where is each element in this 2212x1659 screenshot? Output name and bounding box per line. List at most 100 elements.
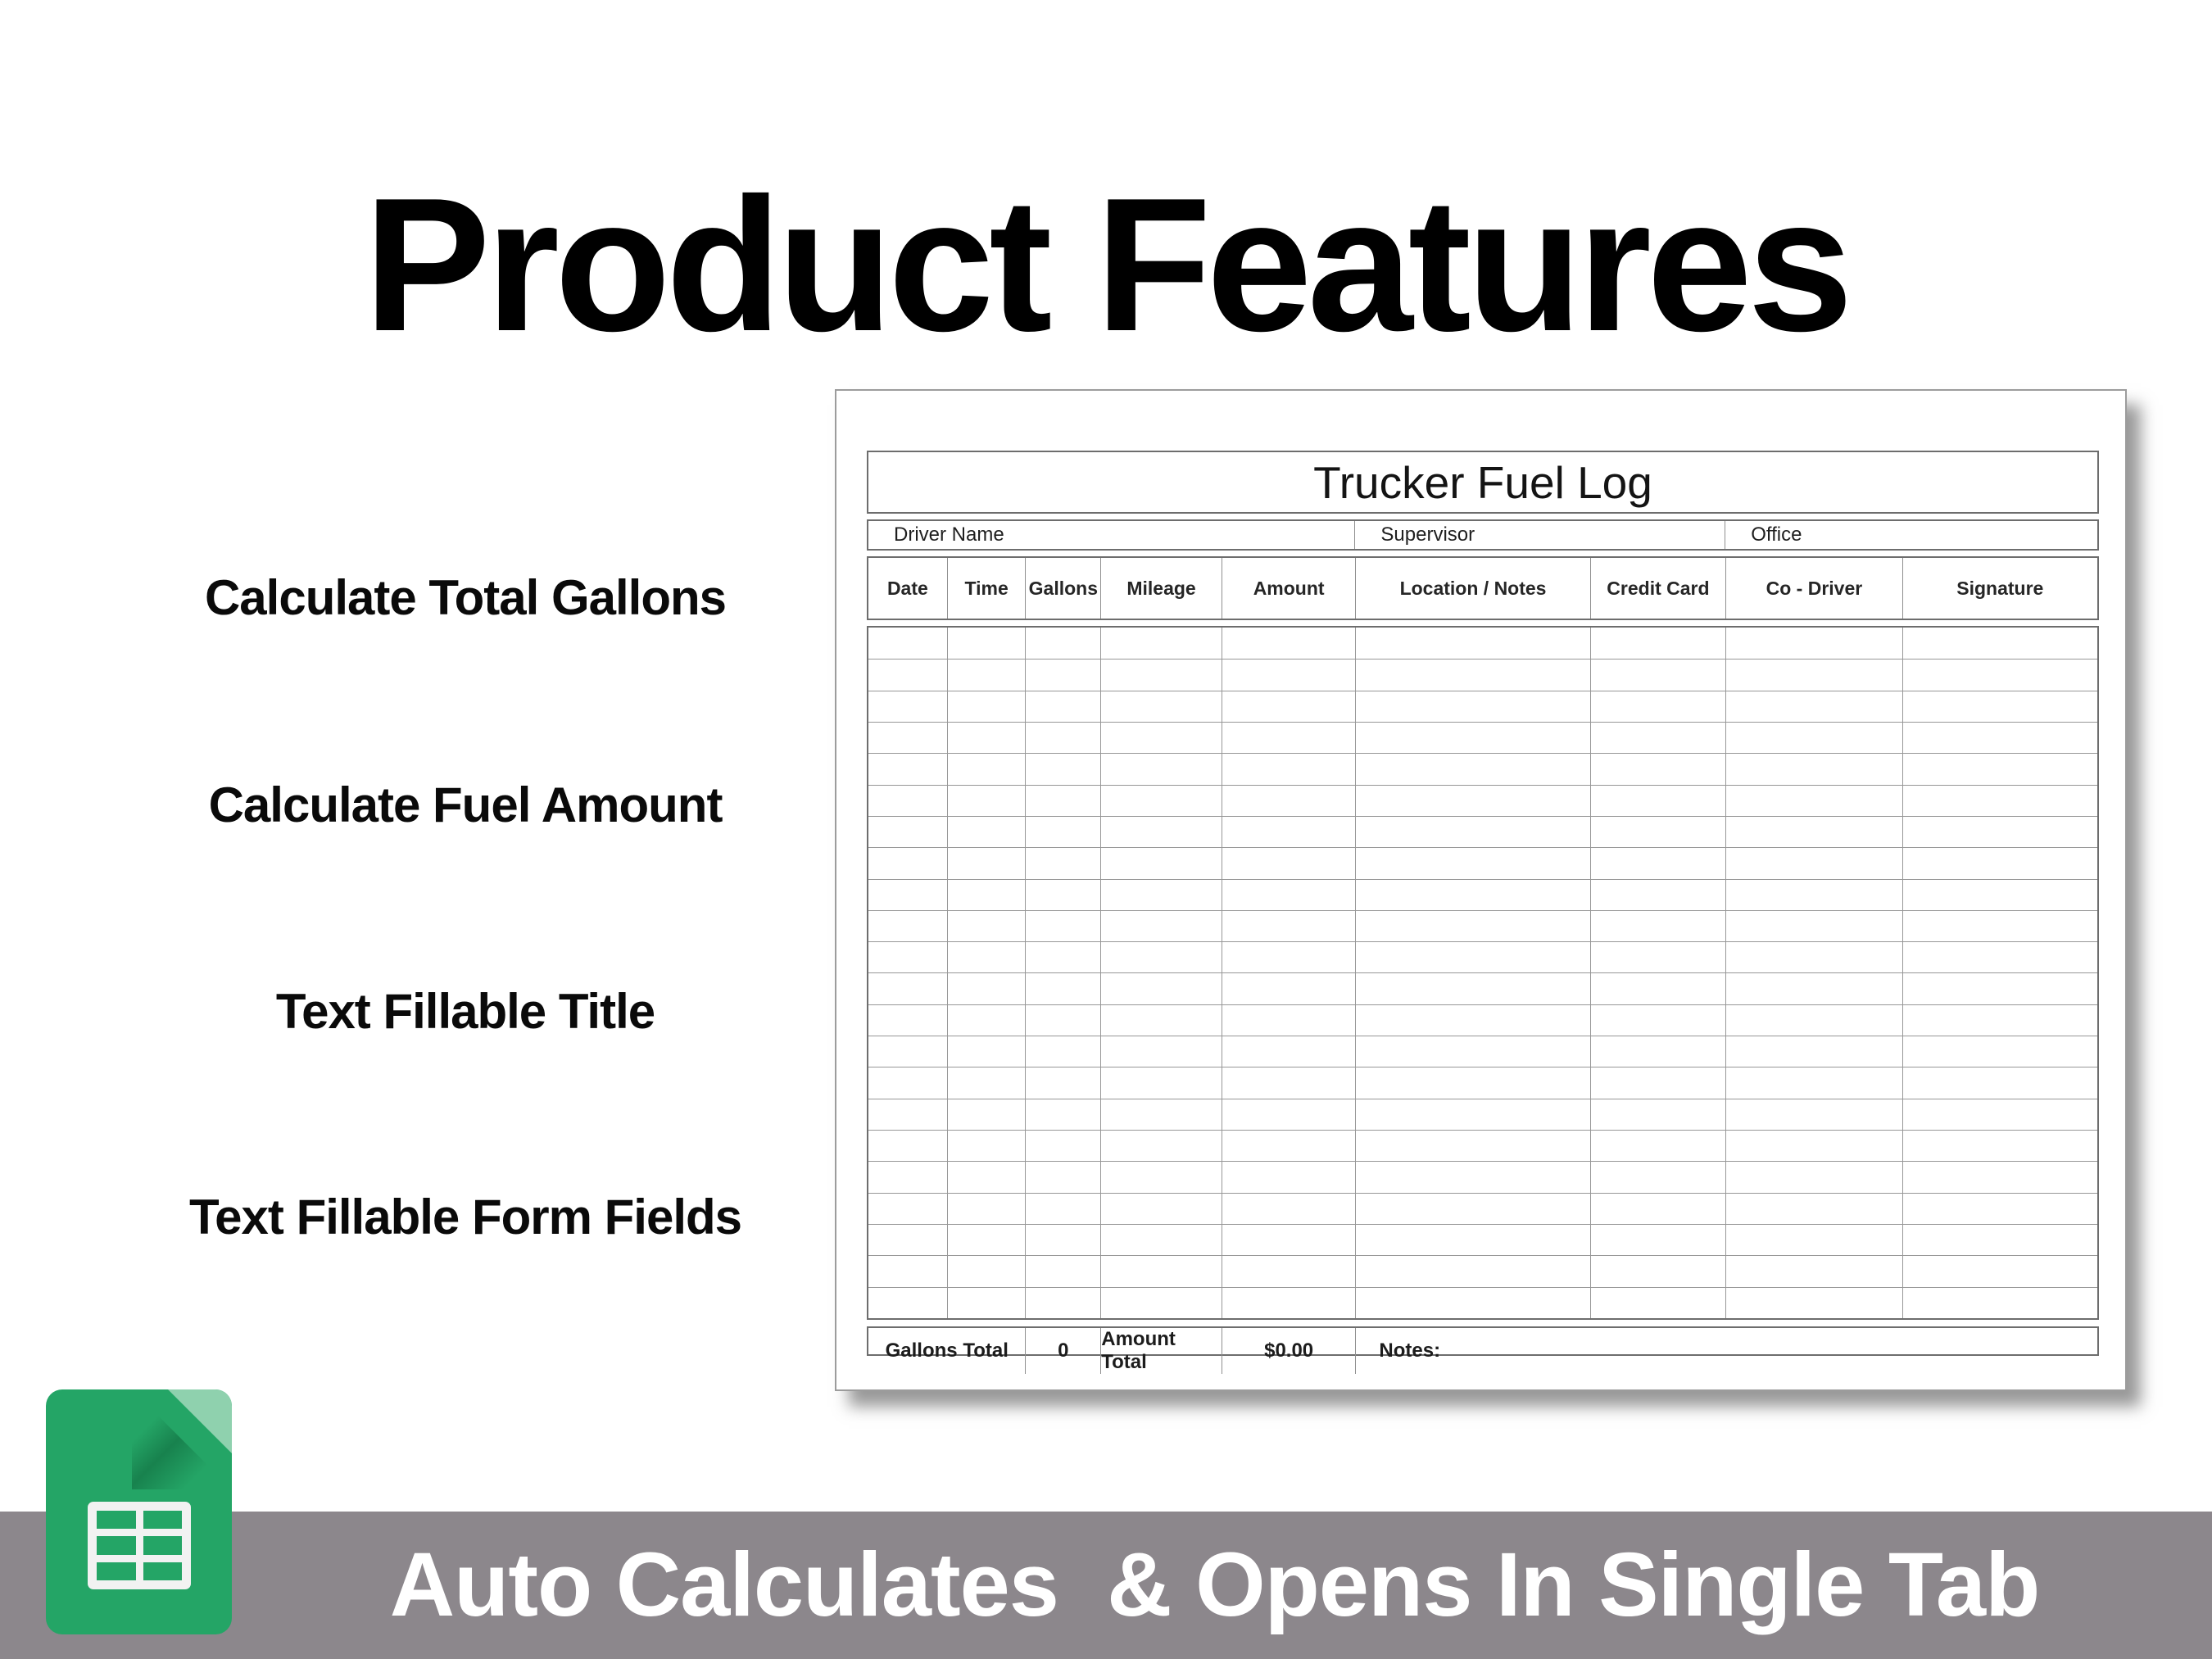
table-cell — [1026, 878, 1102, 910]
table-cell — [1726, 753, 1903, 785]
table-cell — [1101, 878, 1222, 910]
table-cell — [1591, 628, 1727, 660]
table-cell — [1726, 1255, 1903, 1287]
table-cell — [1356, 1224, 1591, 1256]
table-cell — [1902, 1130, 2097, 1161]
table-cell — [1902, 878, 2097, 910]
table-cell — [868, 1036, 948, 1067]
table-cell — [1902, 1004, 2097, 1036]
table-cell — [1222, 690, 1357, 722]
table-cell — [1222, 1067, 1357, 1099]
table-cell — [1356, 753, 1591, 785]
table-cell — [868, 690, 948, 722]
table-cell — [1902, 1067, 2097, 1098]
table-cell — [1222, 721, 1357, 754]
table-cell — [1356, 941, 1591, 973]
table-cell — [1222, 784, 1357, 816]
table-cell — [1026, 784, 1102, 816]
table-cell — [1222, 753, 1357, 785]
table-cell — [1902, 659, 2097, 690]
table-cell — [1590, 753, 1727, 785]
table-cell — [1356, 659, 1591, 691]
table-cell — [1222, 1286, 1357, 1318]
fuel-log-info-row: Driver Name Supervisor Office — [867, 519, 2099, 551]
table-cell — [1026, 753, 1102, 785]
table-cell — [1101, 1067, 1222, 1099]
driver-name-cell: Driver Name — [868, 521, 1356, 549]
table-cell — [868, 1130, 948, 1162]
table-cell — [1222, 1130, 1357, 1162]
table-cell — [868, 628, 948, 660]
table-cell — [1902, 815, 2097, 847]
table-cell — [1902, 1286, 2097, 1318]
table-cell — [947, 878, 1027, 910]
table-cell — [1902, 909, 2097, 941]
table-cell — [1101, 1161, 1222, 1193]
table-cell — [1356, 1286, 1591, 1318]
table-cell — [868, 784, 948, 816]
table-cell — [1356, 878, 1591, 910]
table-cell — [1902, 847, 2097, 878]
feature-item-text-fillable-form-fields: Text Fillable Form Fields — [188, 1190, 742, 1244]
table-cell — [1222, 659, 1357, 691]
table-cell — [1590, 1036, 1727, 1067]
table-cell — [947, 1004, 1027, 1036]
table-cell — [1903, 628, 2097, 659]
table-cell — [1902, 941, 2097, 972]
table-cell — [868, 909, 948, 942]
table-cell — [1026, 628, 1102, 660]
sheets-icon-grid-glyph-icon — [88, 1502, 191, 1589]
table-cell — [1222, 1036, 1357, 1067]
office-cell: Office — [1751, 524, 1802, 546]
table-cell — [1101, 784, 1222, 816]
table-cell — [868, 1224, 948, 1256]
table-cell — [1590, 1286, 1727, 1318]
table-cell — [1590, 1224, 1727, 1256]
table-cell — [947, 659, 1027, 691]
table-cell — [1222, 941, 1357, 973]
table-cell — [1222, 1192, 1357, 1225]
table-cell — [1726, 815, 1903, 848]
table-cell — [947, 815, 1027, 848]
table-cell — [868, 1161, 948, 1193]
table-cell — [1101, 690, 1222, 722]
table-cell — [1726, 909, 1903, 942]
table-cell — [1726, 690, 1903, 722]
table-cell — [1726, 628, 1903, 660]
gallons-total-label-cell: Gallons Total — [868, 1328, 1027, 1374]
table-cell — [1590, 847, 1727, 879]
table-cell — [1356, 628, 1591, 660]
table-cell — [1101, 659, 1222, 691]
table-cell — [1356, 784, 1591, 816]
column-header-gallons: Gallons — [1026, 558, 1102, 619]
feature-item-calculate-fuel-amount: Calculate Fuel Amount — [208, 777, 723, 832]
banner-text: Auto Calculates & Opens In Single Tab — [389, 1534, 2041, 1635]
table-cell — [947, 784, 1027, 816]
table-cell — [868, 1067, 948, 1099]
table-cell — [1726, 1192, 1903, 1225]
table-cell — [1101, 753, 1222, 785]
column-header-amount: Amount — [1222, 558, 1357, 619]
table-cell — [1726, 1067, 1903, 1099]
table-cell — [868, 721, 948, 754]
column-header-time: Time — [948, 558, 1027, 619]
amount-total-value-cell: $0.00 — [1222, 1328, 1357, 1374]
table-cell — [1590, 690, 1727, 722]
table-cell — [1026, 659, 1102, 691]
table-cell — [1101, 1286, 1222, 1318]
table-cell — [1590, 721, 1727, 754]
table-cell — [1356, 972, 1591, 1004]
table-cell — [947, 721, 1027, 754]
table-cell — [1902, 1036, 2097, 1067]
table-cell — [1356, 1192, 1591, 1225]
table-cell — [1590, 909, 1727, 942]
bottom-banner: Auto Calculates & Opens In Single Tab — [0, 1512, 2212, 1659]
table-cell — [1101, 721, 1222, 754]
table-cell — [1101, 1255, 1222, 1287]
table-cell — [1590, 1161, 1727, 1193]
table-cell — [1101, 909, 1222, 942]
table-cell — [1902, 1161, 2097, 1192]
table-cell — [1590, 941, 1727, 973]
table-cell — [1726, 878, 1903, 910]
table-cell — [1726, 1161, 1903, 1193]
